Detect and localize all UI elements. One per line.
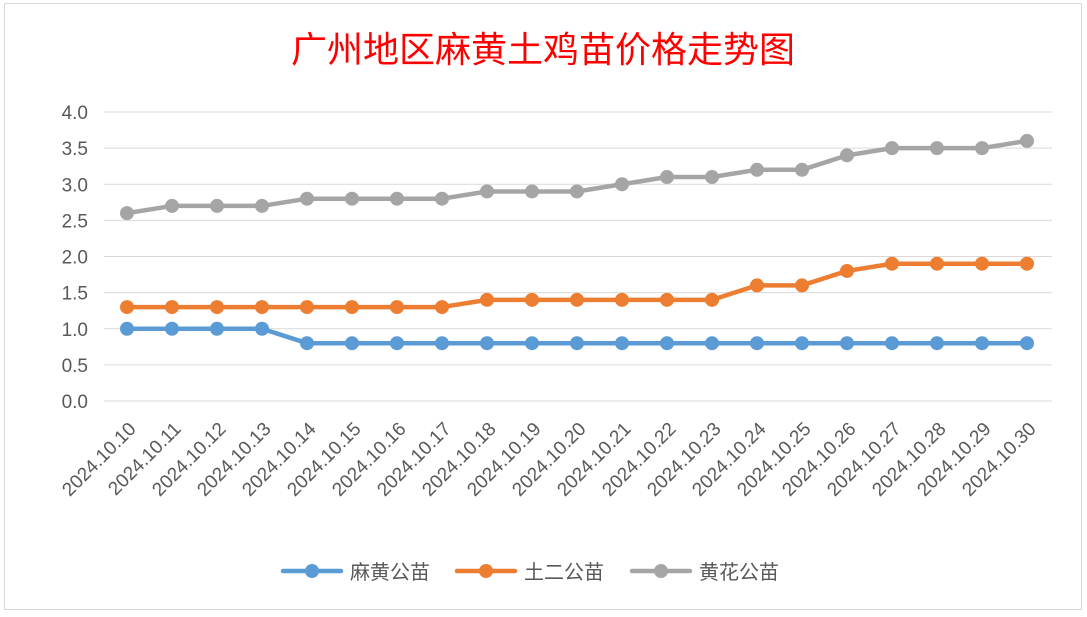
data-point	[840, 336, 854, 351]
y-tick-label: 1.5	[62, 284, 88, 305]
legend: 麻黄公苗 土二公苗 黄花公苗	[280, 560, 779, 584]
data-point	[390, 191, 404, 206]
data-point	[525, 292, 539, 307]
y-axis-tick-labels: 0.0 0.5 1.0 1.5 2.0 2.5 3.0 3.5 4.0	[62, 103, 88, 413]
data-point	[255, 198, 269, 213]
data-point	[750, 336, 764, 351]
data-point	[300, 300, 314, 315]
data-point	[840, 148, 854, 163]
data-point	[840, 263, 854, 278]
data-point	[975, 256, 989, 271]
data-point	[480, 336, 494, 351]
data-point	[1020, 133, 1034, 148]
data-series	[120, 133, 1034, 351]
data-point	[435, 191, 449, 206]
data-point	[480, 292, 494, 307]
data-point	[210, 198, 224, 213]
data-point	[120, 321, 134, 336]
data-point	[255, 300, 269, 315]
y-tick-label: 1.0	[62, 320, 88, 341]
gridlines	[104, 111, 1052, 402]
data-point	[1020, 256, 1034, 271]
legend-marker	[654, 564, 668, 578]
data-point	[660, 336, 674, 351]
series-2	[120, 256, 1034, 315]
data-point	[210, 300, 224, 315]
series-3	[120, 133, 1034, 221]
data-point	[705, 336, 719, 351]
data-point	[885, 256, 899, 271]
y-tick-label: 0.0	[62, 392, 88, 413]
data-point	[525, 184, 539, 199]
data-point	[660, 292, 674, 307]
data-point	[705, 292, 719, 307]
legend-item: 土二公苗	[454, 560, 604, 584]
data-point	[165, 321, 179, 336]
data-point	[750, 278, 764, 293]
data-point	[345, 300, 359, 315]
y-tick-label: 3.0	[62, 175, 88, 196]
data-point	[795, 336, 809, 351]
data-point	[705, 170, 719, 185]
data-point	[390, 300, 404, 315]
legend-item: 麻黄公苗	[280, 560, 430, 584]
data-point	[570, 184, 584, 199]
data-point	[120, 206, 134, 221]
data-point	[975, 141, 989, 156]
data-point	[120, 300, 134, 315]
data-point	[615, 336, 629, 351]
data-point	[570, 292, 584, 307]
y-tick-label: 3.5	[62, 139, 88, 160]
legend-label: 黄花公苗	[699, 560, 779, 584]
data-point	[615, 292, 629, 307]
x-axis-tick-labels: 2024.10.102024.10.112024.10.122024.10.13…	[58, 418, 1040, 500]
data-point	[885, 141, 899, 156]
data-point	[435, 300, 449, 315]
data-point	[750, 162, 764, 177]
data-point	[795, 278, 809, 293]
data-point	[975, 336, 989, 351]
y-tick-label: 0.5	[62, 356, 88, 377]
data-point	[435, 336, 449, 351]
y-tick-label: 2.5	[62, 211, 88, 232]
data-point	[300, 191, 314, 206]
data-point	[930, 256, 944, 271]
data-point	[930, 336, 944, 351]
y-tick-label: 4.0	[62, 103, 88, 124]
legend-item: 黄花公苗	[629, 560, 779, 584]
legend-label: 土二公苗	[524, 560, 604, 584]
chart-title: 广州地区麻黄土鸡苗价格走势图	[291, 30, 795, 71]
legend-marker	[479, 564, 493, 578]
y-tick-label: 2.0	[62, 248, 88, 269]
legend-marker	[305, 564, 319, 578]
series-1	[120, 321, 1034, 351]
data-point	[525, 336, 539, 351]
data-point	[615, 177, 629, 192]
data-point	[390, 336, 404, 351]
data-point	[165, 300, 179, 315]
data-point	[300, 336, 314, 351]
data-point	[255, 321, 269, 336]
data-point	[345, 191, 359, 206]
data-point	[570, 336, 584, 351]
data-point	[165, 198, 179, 213]
data-point	[345, 336, 359, 351]
data-point	[660, 170, 674, 185]
data-point	[795, 162, 809, 177]
legend-label: 麻黄公苗	[350, 560, 430, 584]
data-point	[885, 336, 899, 351]
data-point	[1020, 336, 1034, 351]
data-point	[210, 321, 224, 336]
data-point	[930, 141, 944, 156]
data-point	[480, 184, 494, 199]
